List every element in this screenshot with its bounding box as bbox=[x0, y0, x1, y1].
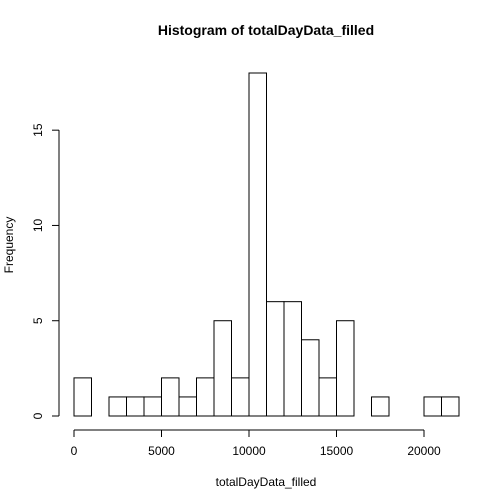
histogram-bar bbox=[423, 396, 442, 417]
x-axis-label: totalDayData_filled bbox=[216, 475, 317, 489]
histogram-bar bbox=[108, 396, 127, 417]
histogram-bar bbox=[126, 396, 145, 417]
x-tick-label: 15000 bbox=[320, 444, 354, 458]
x-tick-label: 0 bbox=[71, 444, 78, 458]
x-axis: 0 5000 10000 15000 20000 bbox=[71, 429, 441, 458]
histogram-bar bbox=[371, 396, 390, 417]
bars-group bbox=[73, 72, 460, 417]
histogram-bar bbox=[266, 301, 285, 417]
histogram-bar bbox=[248, 72, 267, 417]
histogram-bar bbox=[231, 377, 250, 417]
x-tick-label: 20000 bbox=[407, 444, 441, 458]
histogram-bar bbox=[318, 377, 337, 417]
histogram-bar bbox=[73, 377, 92, 417]
histogram-bar bbox=[301, 339, 320, 417]
y-axis: 0 5 10 15 bbox=[31, 123, 60, 419]
y-tick-label: 15 bbox=[31, 123, 45, 137]
y-tick-label: 10 bbox=[31, 218, 45, 232]
histogram-bar bbox=[178, 396, 197, 417]
histogram-bar bbox=[196, 377, 215, 417]
histogram-bar bbox=[213, 320, 232, 417]
y-tick-label: 5 bbox=[31, 317, 45, 324]
y-axis-label: Frequency bbox=[2, 217, 16, 274]
chart-title: Histogram of totalDayData_filled bbox=[158, 22, 374, 38]
histogram-bar bbox=[161, 377, 180, 417]
x-tick-label: 10000 bbox=[232, 444, 266, 458]
histogram-bar bbox=[283, 301, 302, 417]
histogram-bar bbox=[441, 396, 460, 417]
histogram-bar bbox=[336, 320, 355, 417]
x-tick-label: 5000 bbox=[148, 444, 175, 458]
y-tick-label: 0 bbox=[31, 412, 45, 419]
histogram-bar bbox=[143, 396, 162, 417]
